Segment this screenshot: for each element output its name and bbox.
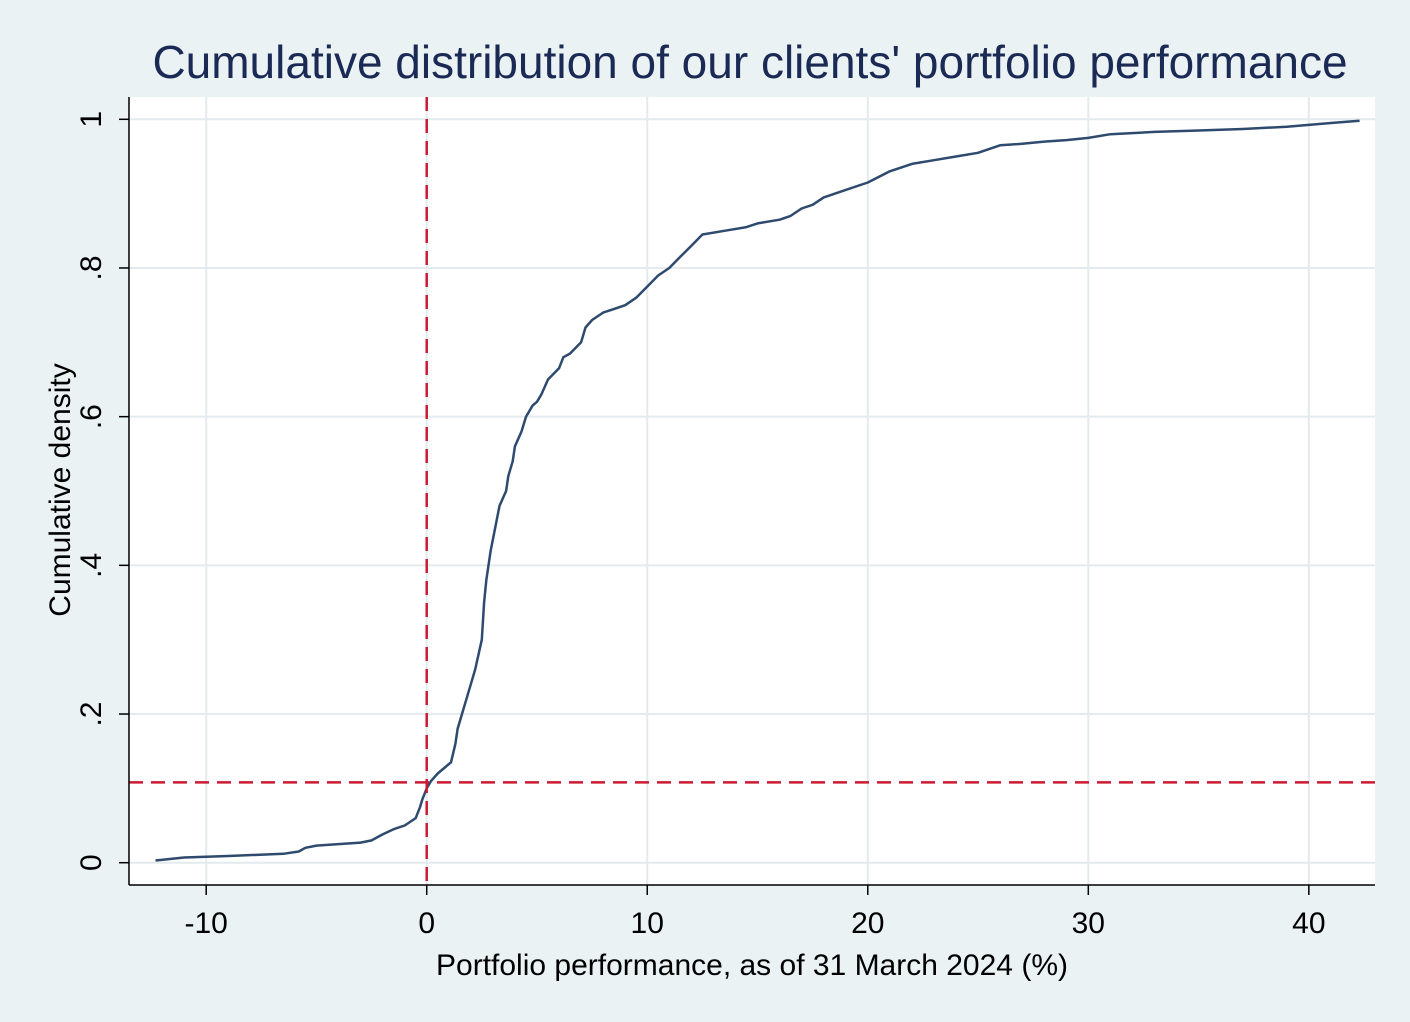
y-axis-label: Cumulative density — [44, 363, 77, 616]
y-tick-label: .8 — [75, 255, 108, 280]
y-gridlines — [129, 118, 1375, 864]
chart-title: Cumulative distribution of our clients' … — [152, 36, 1347, 88]
y-tick-label: .6 — [75, 404, 108, 429]
plot-area — [129, 97, 1375, 885]
x-tick-label: -10 — [185, 907, 228, 940]
x-tick-label: 10 — [631, 907, 664, 940]
x-tick-label: 30 — [1072, 907, 1105, 940]
y-tick-label: .2 — [75, 702, 108, 727]
x-tick-label: 0 — [418, 907, 435, 940]
x-tick-label: 40 — [1292, 907, 1325, 940]
reference-lines — [129, 97, 1375, 885]
x-axis-label: Portfolio performance, as of 31 March 20… — [436, 949, 1068, 982]
x-axis-ticks: -10 0 10 20 30 40 — [185, 885, 1326, 940]
y-tick-label: .4 — [75, 553, 108, 578]
y-tick-label: 0 — [75, 854, 108, 871]
y-tick-label: 1 — [75, 111, 108, 128]
cdf-series-line — [155, 119, 1360, 862]
y-axis-ticks: 0 .2 .4 .6 .8 1 — [75, 111, 129, 871]
x-tick-label: 20 — [851, 907, 884, 940]
x-gridlines — [205, 97, 1310, 885]
